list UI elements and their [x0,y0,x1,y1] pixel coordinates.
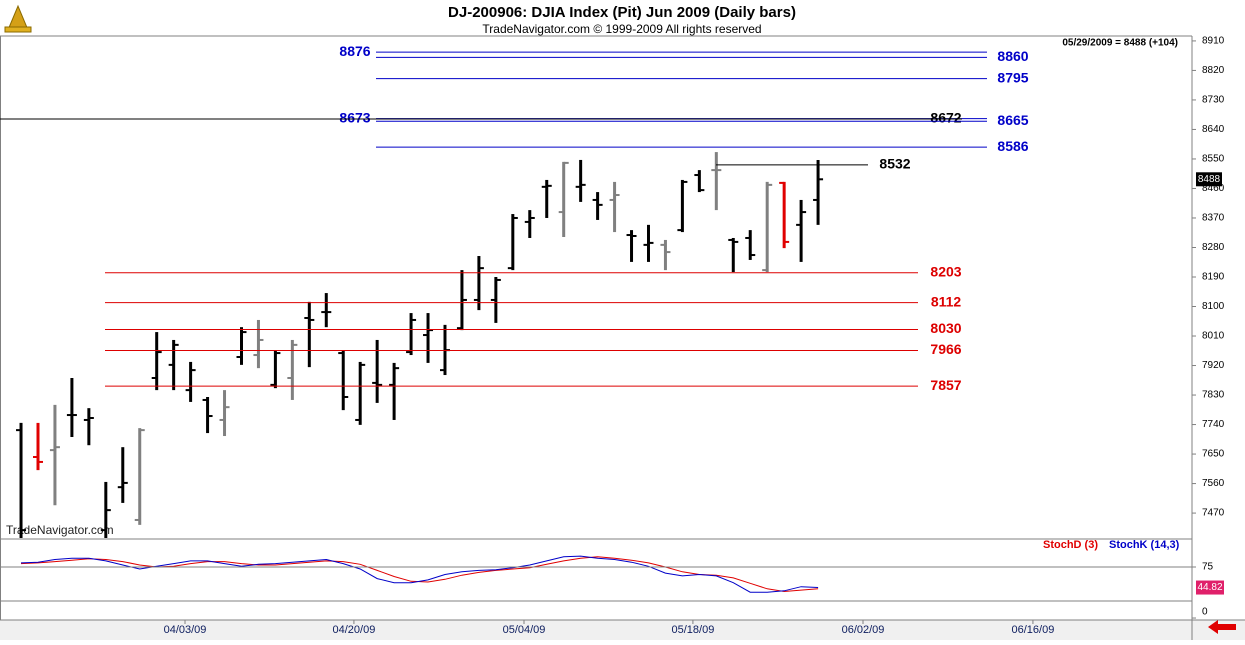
y-tick-label: 7560 [1202,478,1225,489]
level-label: 7857 [930,377,961,393]
y-tick-label: 8820 [1202,65,1225,76]
x-tick-label: 06/16/09 [1012,624,1055,636]
level-label: 8030 [930,320,961,336]
y-tick-label: 8640 [1202,124,1225,135]
last-value-box [1196,580,1224,595]
x-tick-label: 04/20/09 [333,624,376,636]
x-axis-strip [0,620,1245,640]
legend-entry: StochK (14,3) [1109,539,1180,551]
y-tick-label: 8100 [1202,301,1225,312]
y-tick-label: 0 [1202,607,1208,618]
level-label: 7966 [930,341,961,357]
level-label: 8112 [931,293,962,309]
y-tick-label: 8370 [1202,213,1225,224]
y-tick-label: 8460 [1202,183,1225,194]
level-label: 8532 [879,156,910,172]
level-label: 8203 [930,263,961,279]
level-label: 8795 [997,69,1028,85]
last-value-label: 8488 [1198,174,1221,185]
y-tick-label: 7740 [1202,419,1225,430]
legend-entry: StochD (3) [1043,539,1098,551]
y-tick-label: 7470 [1202,508,1225,519]
x-tick-label: 05/04/09 [503,624,546,636]
price-pane [16,152,824,538]
level-label: 8665 [997,112,1028,128]
chart-title: DJ-200906: DJIA Index (Pit) Jun 2009 (Da… [448,4,796,21]
level-label: 8672 [930,110,961,126]
level-label: 8586 [997,138,1028,154]
x-tick-label: 06/02/09 [842,624,885,636]
y-tick-label: 75 [1202,562,1214,573]
y-tick-label: 7830 [1202,390,1225,401]
watermark: TradeNavigator.com [6,523,114,537]
y-tick-label: 8280 [1202,242,1225,253]
y-tick-label: 8010 [1202,331,1225,342]
last-value-box [1196,172,1222,187]
y-tick-label: 7650 [1202,449,1225,460]
x-tick-label: 04/03/09 [164,624,207,636]
level-label: 8673 [339,109,370,125]
y-tick-label: 8190 [1202,272,1225,283]
chart-subtitle: TradeNavigator.com © 1999-2009 All right… [482,22,761,36]
logo [4,4,32,33]
last-value-label: 44.82 [1197,582,1222,593]
y-tick-label: 8730 [1202,95,1225,106]
y-tick-label: 8550 [1202,154,1225,165]
level-label: 8876 [339,43,370,59]
y-tick-label: 8910 [1202,36,1225,47]
y-tick-label: 7920 [1202,360,1225,371]
x-tick-label: 05/18/09 [672,624,715,636]
level-label: 8860 [997,48,1028,64]
annotation: 05/29/2009 = 8488 (+104) [1062,38,1178,49]
scroll-arrow[interactable] [1208,620,1236,634]
